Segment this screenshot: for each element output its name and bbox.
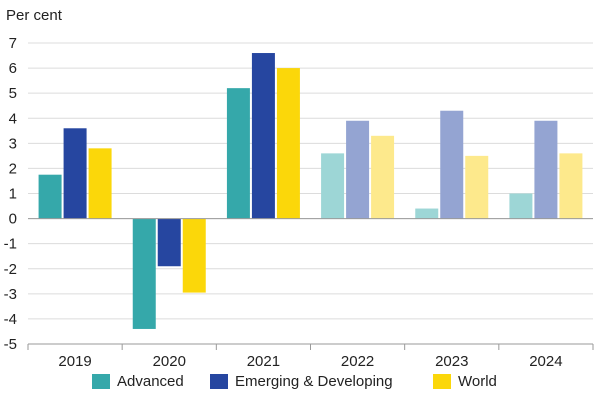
legend-swatch-emerging-developing: [210, 374, 228, 389]
legend-swatch-world: [433, 374, 451, 389]
y-tick-label: 3: [9, 135, 17, 152]
legend-swatch-advanced: [92, 374, 110, 389]
y-tick-label: 0: [9, 211, 17, 228]
x-tick-label-2020: 2020: [153, 353, 186, 370]
y-tick-label: -4: [4, 311, 17, 328]
bar-world-2024: [559, 153, 583, 219]
legend-item-world: World: [433, 373, 497, 390]
bar-emerging-and-developing-2024: [534, 120, 558, 219]
bar-emerging-and-developing-2021: [251, 53, 275, 219]
y-tick-label: 1: [9, 186, 17, 203]
legend-label-advanced: Advanced: [117, 373, 184, 390]
y-tick-label: 5: [9, 85, 17, 102]
bar-emerging-and-developing-2023: [440, 110, 464, 219]
legend-item-advanced: Advanced: [92, 373, 184, 390]
legend-item-emerging-developing: Emerging & Developing: [210, 373, 393, 390]
x-tick-label-2019: 2019: [58, 353, 91, 370]
bar-world-2023: [465, 155, 489, 219]
bar-advanced-2021: [226, 88, 250, 219]
bar-advanced-2022: [321, 153, 345, 219]
gridlines: [28, 42, 593, 345]
y-tick-label: -2: [4, 261, 17, 278]
y-tick-label: 6: [9, 60, 17, 77]
bar-emerging-and-developing-2019: [63, 128, 87, 219]
legend-label-emerging-developing: Emerging & Developing: [235, 373, 393, 390]
bar-emerging-and-developing-2022: [346, 120, 370, 219]
bar-advanced-2024: [509, 193, 533, 219]
bar-world-2020: [182, 218, 206, 293]
y-tick-label: -5: [4, 336, 17, 353]
y-tick-label: 4: [9, 110, 17, 127]
axes: 7 6 5 4 3 2 1 0 -1 -2 -3 -4 -5 2019 2020 2021 2022 2023 20…: [4, 35, 594, 370]
bars: [38, 53, 583, 329]
legend: Advanced Emerging & Developing World: [0, 373, 601, 395]
y-tick-label: 2: [9, 160, 17, 177]
y-axis-unit-label: Per cent: [6, 7, 62, 24]
x-tick-label-2024: 2024: [529, 353, 562, 370]
legend-label-world: World: [458, 373, 497, 390]
bar-world-2021: [276, 68, 300, 219]
y-tick-label: -1: [4, 236, 17, 253]
bar-advanced-2020: [132, 218, 156, 329]
bar-advanced-2019: [38, 174, 62, 219]
x-tick-label-2022: 2022: [341, 353, 374, 370]
bar-world-2019: [88, 148, 112, 219]
y-tick-label: 7: [9, 35, 17, 52]
bar-advanced-2023: [415, 208, 439, 219]
x-tick-label-2023: 2023: [435, 353, 468, 370]
x-tick-label-2021: 2021: [247, 353, 280, 370]
bar-emerging-and-developing-2020: [157, 218, 181, 267]
bar-world-2022: [371, 135, 395, 219]
y-tick-label: -3: [4, 286, 17, 303]
